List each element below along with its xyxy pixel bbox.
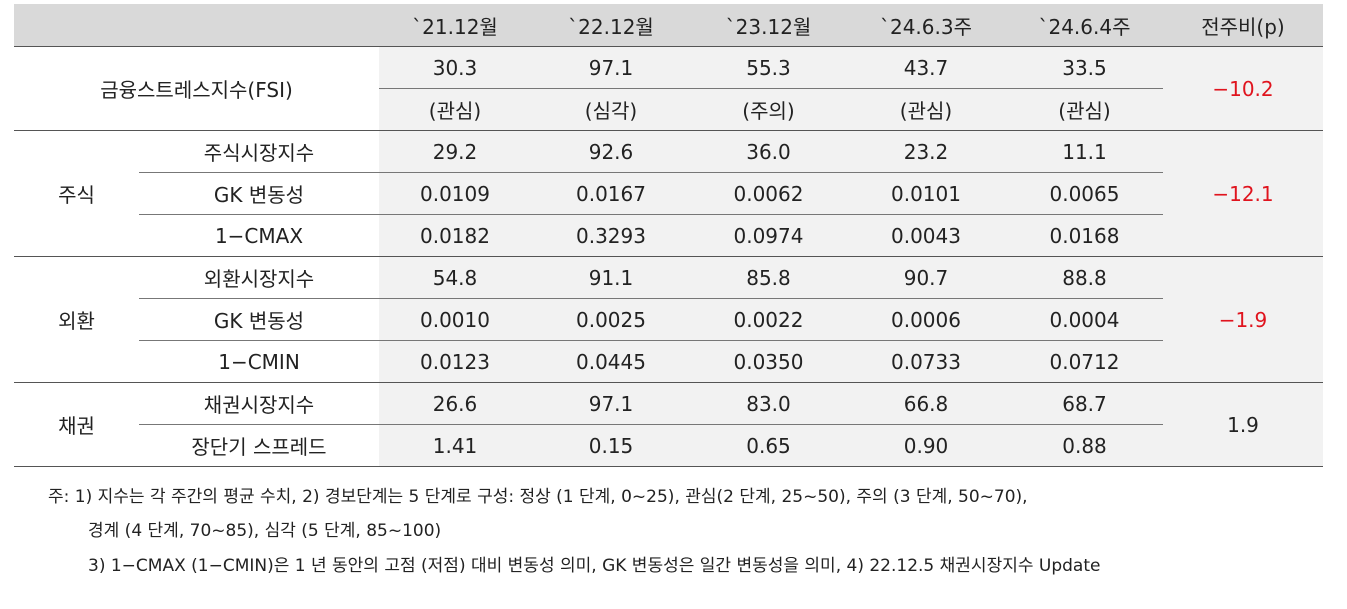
table-cell: 0.0445 <box>531 340 691 383</box>
group-label-stock: 주식 <box>14 130 139 257</box>
footnote-line-3: 3) 1−CMAX (1−CMIN)은 1 년 동안의 고점 (저점) 대비 변… <box>88 556 1101 576</box>
group-change-bond: 1.9 <box>1163 382 1323 467</box>
table-cell: 11.1 <box>1006 130 1163 173</box>
header-col-change: 전주비(p) <box>1163 4 1323 47</box>
table-cell: 0.0350 <box>691 340 846 383</box>
row-label: 장단기 스프레드 <box>139 424 379 467</box>
table-cell: 0.0062 <box>691 172 846 215</box>
row-label: GK 변동성 <box>139 172 379 215</box>
table-row: 외환 외환시장지수 54.8 91.1 85.8 90.7 88.8 −1.9 <box>14 256 1323 383</box>
fsi-value: 33.5 <box>1006 46 1163 89</box>
table-cell: 0.15 <box>531 424 691 467</box>
table-row: 장단기 스프레드 1.41 0.15 0.65 0.90 0.88 <box>14 424 1323 467</box>
group-label-bond: 채권 <box>14 382 139 467</box>
table-cell: 85.8 <box>691 256 846 299</box>
header-col-2112: `21.12월 <box>379 4 531 47</box>
group-change-stock: −12.1 <box>1163 130 1323 257</box>
row-label: 1−CMAX <box>139 214 379 257</box>
table-cell: 54.8 <box>379 256 531 299</box>
header-col-24064: `24.6.4주 <box>1006 4 1163 47</box>
group-change-fx: −1.9 <box>1163 256 1323 383</box>
fsi-level: (관심) <box>846 88 1006 131</box>
table-cell: 91.1 <box>531 256 691 299</box>
fsi-level: (관심) <box>1006 88 1163 131</box>
table-cell: 29.2 <box>379 130 531 173</box>
table-cell: 0.0022 <box>691 298 846 341</box>
table-cell: 0.0974 <box>691 214 846 257</box>
header-col-24063: `24.6.3주 <box>846 4 1006 47</box>
table-cell: 0.0010 <box>379 298 531 341</box>
fsi-level: (관심) <box>379 88 531 131</box>
table-cell: 0.88 <box>1006 424 1163 467</box>
table-cell: 83.0 <box>691 382 846 425</box>
footnote-line-2: 경계 (4 단계, 70~85), 심각 (5 단계, 85~100) <box>88 521 442 541</box>
table-cell: 26.6 <box>379 382 531 425</box>
footnote-line-1: 주: 1) 지수는 각 주간의 평균 수치, 2) 경보단계는 5 단계로 구성… <box>48 487 1028 507</box>
table-cell: 0.0182 <box>379 214 531 257</box>
table-cell: 1.41 <box>379 424 531 467</box>
table-cell: 0.0712 <box>1006 340 1163 383</box>
row-label: 채권시장지수 <box>139 382 379 425</box>
fsi-label: 금융스트레스지수(FSI) <box>100 78 293 102</box>
fsi-level: (주의) <box>691 88 846 131</box>
row-label: 1−CMIN <box>139 340 379 383</box>
header-row: `21.12월 `22.12월 `23.12월 `24.6.3주 `24.6.4… <box>14 4 1323 47</box>
fsi-level-row: (관심) (심각) (주의) (관심) (관심) <box>14 88 1323 131</box>
table-cell: 0.0101 <box>846 172 1006 215</box>
table-cell: 36.0 <box>691 130 846 173</box>
table-cell: 0.0006 <box>846 298 1006 341</box>
table-row: 1−CMIN 0.0123 0.0445 0.0350 0.0733 0.071… <box>14 340 1323 383</box>
table-cell: 68.7 <box>1006 382 1163 425</box>
table-row: 채권 채권시장지수 26.6 97.1 83.0 66.8 68.7 1.9 <box>14 382 1323 467</box>
table-cell: 0.0043 <box>846 214 1006 257</box>
table-cell: 88.8 <box>1006 256 1163 299</box>
table-cell: 0.0004 <box>1006 298 1163 341</box>
table-cell: 0.0109 <box>379 172 531 215</box>
table-row: GK 변동성 0.0010 0.0025 0.0022 0.0006 0.000… <box>14 298 1323 341</box>
table-cell: 66.8 <box>846 382 1006 425</box>
table-row: 주식 주식시장지수 29.2 92.6 36.0 23.2 11.1 −12.1 <box>14 130 1323 257</box>
fsi-value: 97.1 <box>531 46 691 89</box>
table-cell: 0.0025 <box>531 298 691 341</box>
row-label: 주식시장지수 <box>139 130 379 173</box>
fsi-value: 55.3 <box>691 46 846 89</box>
fsi-value: 43.7 <box>846 46 1006 89</box>
header-col-2212: `22.12월 <box>531 4 691 47</box>
fsi-value: 30.3 <box>379 46 531 89</box>
group-label-fx: 외환 <box>14 256 139 383</box>
table-cell: 0.0123 <box>379 340 531 383</box>
fsi-level: (심각) <box>531 88 691 131</box>
table-row: GK 변동성 0.0109 0.0167 0.0062 0.0101 0.006… <box>14 172 1323 215</box>
table-cell: 0.0065 <box>1006 172 1163 215</box>
fsi-value-row: 금융스트레스지수(FSI) 30.3 97.1 55.3 43.7 33.5 −… <box>14 46 1323 131</box>
table-cell: 90.7 <box>846 256 1006 299</box>
table-cell: 0.0167 <box>531 172 691 215</box>
fsi-table: `21.12월 `22.12월 `23.12월 `24.6.3주 `24.6.4… <box>14 4 1323 467</box>
table-cell: 23.2 <box>846 130 1006 173</box>
table-row: 1−CMAX 0.0182 0.3293 0.0974 0.0043 0.016… <box>14 214 1323 257</box>
fsi-change: −10.2 <box>1163 46 1323 131</box>
table-cell: 92.6 <box>531 130 691 173</box>
header-col-2312: `23.12월 <box>691 4 846 47</box>
table-cell: 0.90 <box>846 424 1006 467</box>
table-cell: 97.1 <box>531 382 691 425</box>
table-cell: 0.0733 <box>846 340 1006 383</box>
table-cell: 0.3293 <box>531 214 691 257</box>
table-cell: 0.65 <box>691 424 846 467</box>
row-label: 외환시장지수 <box>139 256 379 299</box>
header-blank <box>14 4 379 47</box>
table-cell: 0.0168 <box>1006 214 1163 257</box>
row-label: GK 변동성 <box>139 298 379 341</box>
